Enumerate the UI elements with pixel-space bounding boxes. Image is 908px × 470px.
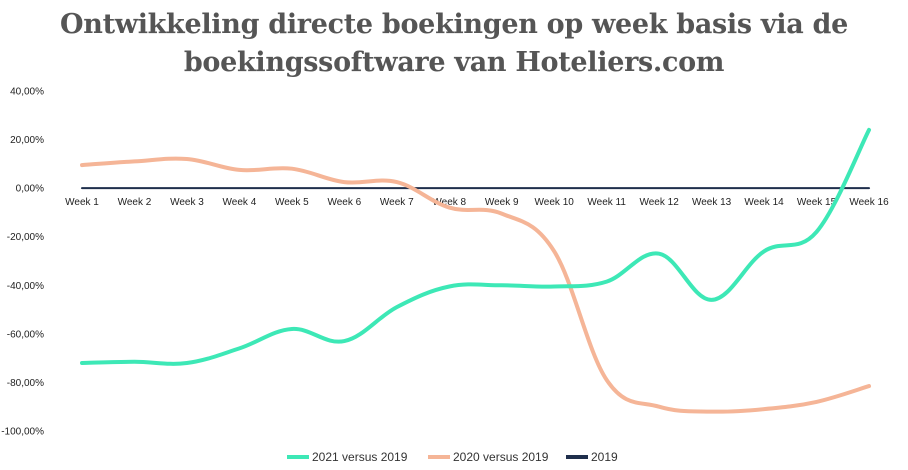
x-tick-label: Week 7 [380, 197, 414, 208]
x-tick-label: Week 11 [587, 197, 626, 208]
y-tick-label: -80,00% [7, 378, 44, 389]
series-layer [80, 127, 871, 414]
x-tick-label: Week 9 [485, 197, 519, 208]
x-tick-label: Week 13 [692, 197, 732, 208]
x-tick-label: Week 1 [65, 197, 99, 208]
x-tick-label: Week 15 [797, 197, 837, 208]
x-tick-label: Week 2 [118, 197, 152, 208]
y-tick-label: 20,00% [10, 135, 44, 146]
x-tick-label: Week 5 [275, 197, 309, 208]
y-tick-label: -40,00% [7, 281, 44, 292]
x-tick-label: Week 6 [327, 197, 361, 208]
legend-label: 2020 versus 2019 [453, 450, 549, 464]
y-axis: 40,00% 20,00% 0,00% -20,00% -40,00% -60,00% -8… [1, 87, 44, 438]
x-tick-label: Week 14 [744, 197, 784, 208]
series-line-2020-versus-2019 [80, 156, 871, 414]
x-tick-label: Week 16 [849, 197, 889, 208]
y-tick-label: 0,00% [16, 184, 44, 195]
x-tick-label: Week 3 [170, 197, 204, 208]
x-axis: Week 1 Week 2 Week 3 Week 4 Week 5 Week 6 Week… [65, 197, 889, 208]
x-tick-label: Week 12 [639, 197, 679, 208]
legend-label: 2019 [591, 450, 618, 464]
chart-title-line-1: Ontwikkeling directe boekingen op week b… [60, 9, 848, 40]
y-tick-label: 40,00% [10, 87, 44, 98]
chart-title: Ontwikkeling directe boekingen op week b… [0, 6, 908, 82]
y-tick-label: -20,00% [7, 232, 44, 243]
legend: 2021 versus 2019 2020 versus 2019 2019 [287, 450, 618, 464]
x-tick-label: Week 4 [223, 197, 257, 208]
x-tick-label: Week 8 [432, 197, 466, 208]
legend-label: 2021 versus 2019 [312, 450, 408, 464]
y-tick-label: -60,00% [7, 329, 44, 340]
chart-title-line-2: boekingssoftware van Hoteliers.com [183, 47, 725, 78]
y-tick-label: -100,00% [1, 427, 44, 438]
x-tick-label: Week 10 [535, 197, 575, 208]
series-line-2021-versus-2019 [80, 127, 871, 366]
